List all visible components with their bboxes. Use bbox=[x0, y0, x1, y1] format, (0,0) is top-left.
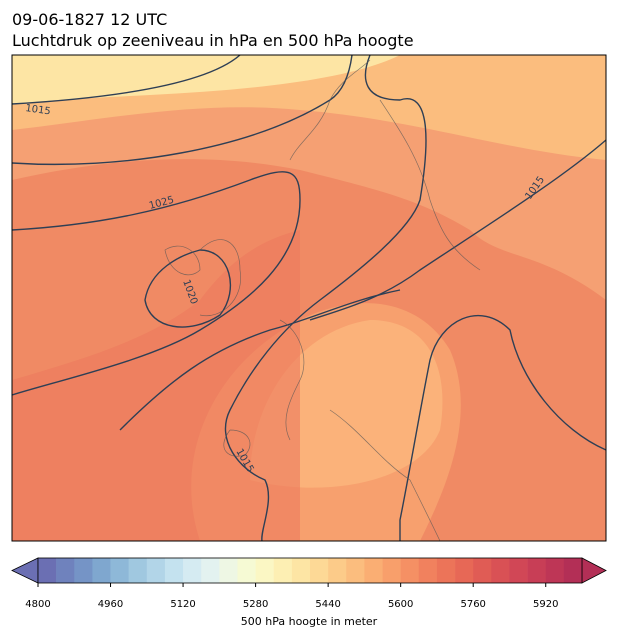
colorbar-frame bbox=[37, 557, 583, 584]
map: 1015 1025 1020 1015 1015 bbox=[11, 54, 607, 542]
colorbar-tick-label: 5280 bbox=[243, 599, 268, 610]
colorbar-bin bbox=[291, 558, 311, 583]
colorbar-bin bbox=[74, 558, 93, 583]
coast bbox=[289, 59, 481, 271]
band bbox=[12, 55, 400, 105]
colorbar-tick-label: 5600 bbox=[388, 599, 413, 610]
colorbar-tick-label: 5440 bbox=[315, 599, 340, 610]
contour-label: 1015 bbox=[25, 103, 52, 117]
isobar bbox=[144, 249, 232, 328]
colorbar-bin bbox=[491, 558, 510, 583]
colorbar-bin bbox=[183, 558, 202, 583]
isobar bbox=[12, 171, 301, 396]
colorbar-extend bbox=[581, 557, 607, 584]
colorbar-bin bbox=[563, 558, 583, 583]
isobar bbox=[12, 55, 241, 105]
colorbar-bin bbox=[92, 558, 111, 583]
isobar bbox=[399, 314, 606, 541]
colorbar-bin bbox=[128, 558, 148, 583]
colorbar-bin bbox=[527, 558, 547, 583]
colorbar: 4800 4960 5120 5280 5440 5600 5760 5920 bbox=[11, 557, 607, 610]
colorbar-tick-label: 4800 bbox=[25, 599, 50, 610]
colorbar-bin bbox=[201, 558, 220, 583]
colorbar-bin bbox=[509, 558, 528, 583]
colorbar-bin bbox=[255, 558, 275, 583]
isobar bbox=[224, 55, 427, 541]
colorbar-bin bbox=[436, 558, 456, 583]
isobar bbox=[309, 139, 606, 321]
colorbar-label: 500 hPa hoogte in meter bbox=[241, 615, 378, 628]
colorbar-bin bbox=[56, 558, 75, 583]
colorbar-bin bbox=[400, 558, 420, 583]
subtitle: Luchtdruk op zeeniveau in hPa en 500 hPa… bbox=[12, 31, 414, 50]
band bbox=[12, 230, 300, 541]
colorbar-bin bbox=[545, 558, 565, 583]
colorbar-tick-label: 5760 bbox=[460, 599, 485, 610]
colorbar-bin bbox=[110, 558, 129, 583]
colorbar-bin bbox=[310, 558, 329, 583]
colorbar-bin bbox=[473, 558, 492, 583]
coast bbox=[279, 319, 441, 541]
colorbar-bin bbox=[164, 558, 184, 583]
colorbar-bin bbox=[328, 558, 347, 583]
colorbar-tick-label: 5120 bbox=[170, 599, 195, 610]
map-frame bbox=[11, 54, 607, 542]
colorbar-extend bbox=[11, 557, 39, 584]
colorbar-bin bbox=[237, 558, 256, 583]
title: 09-06-1827 12 UTC bbox=[12, 10, 167, 29]
colorbar-bin bbox=[38, 558, 57, 583]
colorbar-bin bbox=[346, 558, 365, 583]
colorbar-bin bbox=[418, 558, 438, 583]
colorbar-tick-label: 4960 bbox=[98, 599, 123, 610]
colorbar-bin bbox=[364, 558, 383, 583]
colorbar-bin bbox=[382, 558, 401, 583]
colorbar-bin bbox=[455, 558, 474, 583]
colorbar-bin bbox=[273, 558, 293, 583]
colorbar-tick-label: 5920 bbox=[533, 599, 558, 610]
colorbar-bin bbox=[219, 558, 238, 583]
isobar bbox=[119, 289, 401, 431]
colorbar-bin bbox=[146, 558, 166, 583]
